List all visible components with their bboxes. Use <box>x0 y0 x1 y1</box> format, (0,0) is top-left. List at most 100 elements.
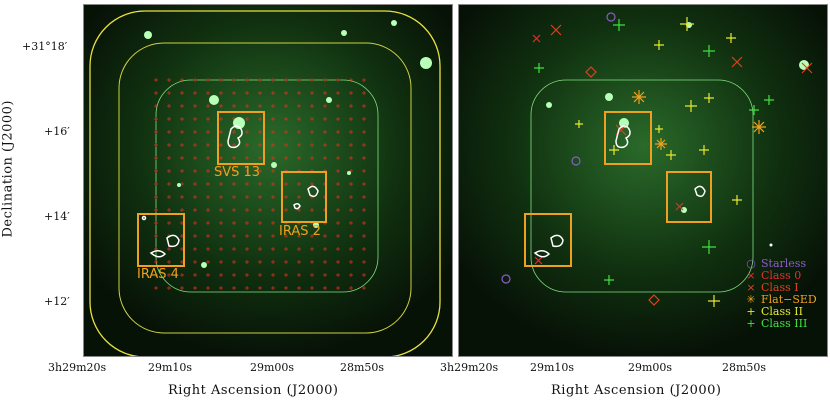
region-box-iras2 <box>666 171 712 223</box>
grid-point <box>310 117 314 121</box>
nebula-background <box>84 5 452 356</box>
grid-point <box>245 156 249 160</box>
grid-point <box>193 286 197 290</box>
grid-point <box>258 130 262 134</box>
grid-point <box>336 182 340 186</box>
grid-point <box>245 273 249 277</box>
grid-point <box>219 91 223 95</box>
grid-point <box>284 182 288 186</box>
grid-point <box>206 143 210 147</box>
grid-point <box>193 234 197 238</box>
grid-point <box>206 208 210 212</box>
grid-point <box>193 78 197 82</box>
grid-point <box>193 247 197 251</box>
grid-point <box>245 208 249 212</box>
grid-point <box>362 260 366 264</box>
grid-point <box>258 247 262 251</box>
grid-point <box>232 247 236 251</box>
grid-point <box>349 234 353 238</box>
grid-point <box>232 130 236 134</box>
legend-item-flat-sed: ✳ Flat−SED <box>746 293 817 306</box>
grid-point <box>232 78 236 82</box>
grid-point <box>284 91 288 95</box>
grid-point <box>180 143 184 147</box>
ra-tick-label: 29m00s <box>250 361 295 374</box>
grid-point <box>154 169 158 173</box>
grid-point <box>336 234 340 238</box>
grid-point <box>362 195 366 199</box>
coverage-contour-outer <box>89 10 441 356</box>
region-box-svs13 <box>604 111 652 165</box>
grid-point <box>323 143 327 147</box>
grid-point <box>297 260 301 264</box>
grid-point <box>245 78 249 82</box>
grid-point <box>271 260 275 264</box>
grid-point <box>219 208 223 212</box>
grid-point <box>284 208 288 212</box>
grid-point <box>336 286 340 290</box>
grid-point <box>271 91 275 95</box>
grid-point <box>193 104 197 108</box>
grid-point <box>206 78 210 82</box>
grid-point <box>245 221 249 225</box>
grid-point <box>154 78 158 82</box>
left-image-panel: SVS 13 IRAS 2 IRAS 4 <box>83 4 453 357</box>
grid-point <box>362 156 366 160</box>
grid-point <box>258 221 262 225</box>
grid-point <box>219 221 223 225</box>
ra-tick-label: 29m10s <box>530 361 575 374</box>
grid-point <box>323 130 327 134</box>
grid-point <box>245 91 249 95</box>
grid-point <box>258 273 262 277</box>
grid-point <box>167 130 171 134</box>
grid-point <box>362 234 366 238</box>
grid-point <box>154 91 158 95</box>
grid-point <box>219 143 223 147</box>
grid-point <box>180 156 184 160</box>
grid-point <box>206 286 210 290</box>
region-label-iras4: IRAS 4 <box>137 267 179 282</box>
grid-point <box>323 260 327 264</box>
grid-point <box>219 260 223 264</box>
grid-point <box>154 260 158 264</box>
grid-point <box>297 273 301 277</box>
region-boxes <box>524 111 712 267</box>
grid-point <box>258 260 262 264</box>
grid-point <box>310 247 314 251</box>
grid-point <box>362 247 366 251</box>
grid-point <box>336 91 340 95</box>
grid-point <box>193 143 197 147</box>
grid-point <box>323 104 327 108</box>
coverage-contour-inner <box>530 79 754 293</box>
grid-point <box>245 286 249 290</box>
grid-point <box>193 182 197 186</box>
grid-point <box>167 273 171 277</box>
grid-point <box>336 195 340 199</box>
grid-point <box>349 260 353 264</box>
grid-point <box>154 273 158 277</box>
grid-point <box>167 91 171 95</box>
grid-point <box>284 78 288 82</box>
grid-point <box>219 273 223 277</box>
grid-point <box>297 130 301 134</box>
grid-point <box>284 104 288 108</box>
grid-point <box>297 117 301 121</box>
grid-point <box>167 260 171 264</box>
class2-cross-icon: + <box>746 305 756 318</box>
grid-point <box>154 234 158 238</box>
grid-point <box>297 208 301 212</box>
legend-item-class2: + Class II <box>746 305 803 318</box>
grid-point <box>206 91 210 95</box>
grid-point <box>232 169 236 173</box>
grid-point <box>271 247 275 251</box>
grid-point <box>271 286 275 290</box>
region-box-iras4 <box>524 213 572 267</box>
classification-legend: ○ Starless × Class 0 × Class I ✳ Flat−SE… <box>745 258 817 330</box>
grid-point <box>336 156 340 160</box>
grid-point <box>206 260 210 264</box>
ra-tick-label: 29m00s <box>628 361 673 374</box>
grid-point <box>167 286 171 290</box>
grid-point <box>336 208 340 212</box>
yso-markers <box>501 12 813 307</box>
grid-point <box>167 156 171 160</box>
